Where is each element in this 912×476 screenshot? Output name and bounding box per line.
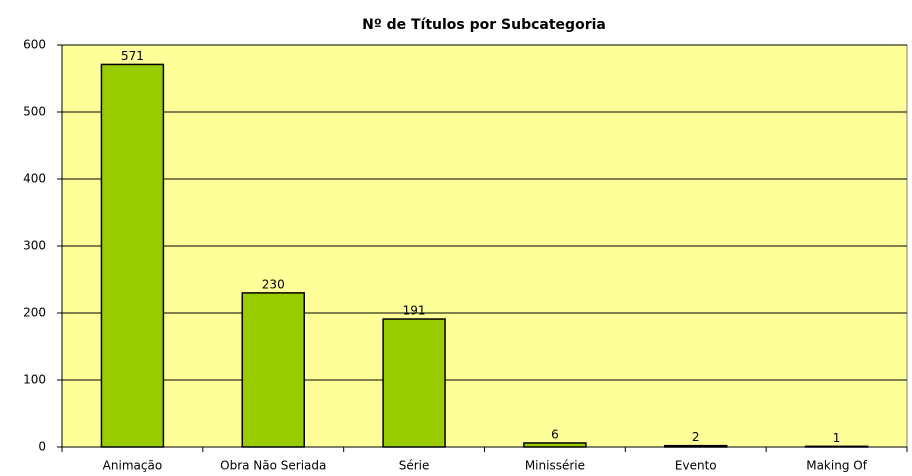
bar xyxy=(382,318,446,448)
y-tick-label: 600 xyxy=(23,38,46,52)
data-label: 6 xyxy=(551,427,559,441)
bar xyxy=(804,445,869,448)
bar xyxy=(100,63,165,448)
x-tick-label: Obra Não Seriada xyxy=(220,459,326,473)
x-tick-label: Série xyxy=(399,459,430,473)
y-tick-label: 400 xyxy=(23,172,46,186)
chart-title: Nº de Títulos por Subcategoria xyxy=(362,17,606,33)
y-tick-label: 300 xyxy=(23,239,46,253)
x-tick-label: Animação xyxy=(103,459,162,473)
data-label: 1 xyxy=(833,431,841,445)
data-label: 2 xyxy=(692,430,700,444)
bar xyxy=(664,444,728,448)
data-label: 571 xyxy=(121,49,144,63)
y-tick-label: 200 xyxy=(23,306,46,320)
y-tick-label: 100 xyxy=(23,373,46,387)
x-tick-label: Making Of xyxy=(806,459,867,473)
bar xyxy=(241,292,305,448)
x-tick-label: Evento xyxy=(675,459,717,473)
y-tick-label: 500 xyxy=(23,105,46,119)
bar xyxy=(523,442,587,448)
y-tick-label: 0 xyxy=(38,440,46,454)
data-label: 191 xyxy=(403,304,426,318)
x-tick-label: Minissérie xyxy=(525,459,585,473)
data-label: 230 xyxy=(262,277,285,291)
